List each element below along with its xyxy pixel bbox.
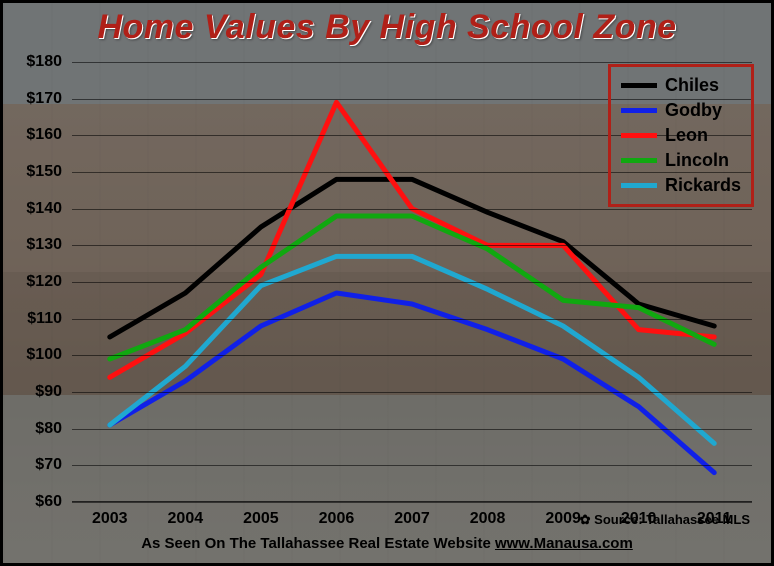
legend-item-godby: Godby — [621, 98, 741, 123]
legend-swatch — [621, 108, 657, 113]
legend-label: Godby — [665, 100, 722, 121]
y-axis-label: $120 — [26, 273, 62, 291]
y-axis-label: $110 — [27, 310, 62, 328]
legend-item-lincoln: Lincoln — [621, 148, 741, 173]
legend-swatch — [621, 83, 657, 88]
x-axis-label: 2007 — [394, 510, 430, 528]
legend-label: Chiles — [665, 75, 719, 96]
gridline — [72, 355, 752, 356]
legend-swatch — [621, 183, 657, 188]
source-label: ✿ Source: Tallahassee MLS — [580, 512, 750, 528]
gridline — [72, 465, 752, 466]
y-axis-label: $160 — [26, 126, 62, 144]
footer-text: As Seen On The Tallahassee Real Estate W… — [0, 535, 774, 552]
gridline — [72, 282, 752, 283]
footer-link[interactable]: www.Manausa.com — [495, 535, 633, 552]
footer-prefix: As Seen On The Tallahassee Real Estate W… — [141, 535, 495, 552]
gridline — [72, 62, 752, 63]
legend-label: Leon — [665, 125, 708, 146]
y-axis-label: $70 — [35, 456, 62, 474]
gridline — [72, 209, 752, 210]
y-axis-label: $170 — [26, 90, 62, 108]
y-axis-label: $180 — [26, 53, 62, 71]
series-rickards — [110, 256, 714, 443]
series-lincoln — [110, 216, 714, 359]
legend: Chiles Godby Leon Lincoln Rickards — [608, 64, 754, 207]
x-axis-label: 2003 — [92, 510, 128, 528]
y-axis-label: $80 — [35, 420, 62, 438]
legend-item-rickards: Rickards — [621, 173, 741, 198]
legend-label: Rickards — [665, 175, 741, 196]
y-axis-label: $140 — [26, 200, 62, 218]
gridline — [72, 245, 752, 246]
y-axis-label: $90 — [35, 383, 62, 401]
legend-label: Lincoln — [665, 150, 729, 171]
legend-item-chiles: Chiles — [621, 73, 741, 98]
y-axis-label: $60 — [35, 493, 62, 511]
y-axis-label: $130 — [26, 236, 62, 254]
gridline — [72, 319, 752, 320]
x-axis-label: 2005 — [243, 510, 279, 528]
legend-item-leon: Leon — [621, 123, 741, 148]
x-axis-label: 2004 — [168, 510, 204, 528]
y-axis-label: $100 — [26, 346, 62, 364]
x-axis-label: 2009 — [545, 510, 581, 528]
y-axis-label: $150 — [26, 163, 62, 181]
gridline — [72, 502, 752, 503]
chart-title: Home Values By High School Zone — [0, 8, 774, 47]
legend-swatch — [621, 158, 657, 163]
legend-swatch — [621, 133, 657, 138]
gridline — [72, 392, 752, 393]
gridline — [72, 429, 752, 430]
x-axis-label: 2006 — [319, 510, 355, 528]
x-axis-label: 2008 — [470, 510, 506, 528]
